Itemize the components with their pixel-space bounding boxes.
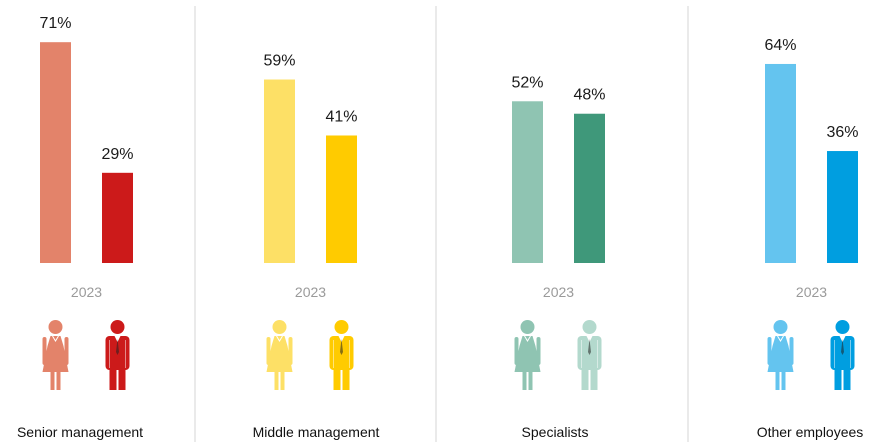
bar [512,101,543,263]
bar [574,113,605,263]
bar [264,79,295,263]
bar-group: 52% 48% 2023 Specialists [511,74,605,440]
bar-value-label: 36% [826,124,858,141]
woman-icon [514,320,541,390]
bar [765,63,796,264]
bar-value-label: 71% [39,15,71,32]
man-icon [830,320,855,390]
bar [326,135,357,263]
bar-value-label: 41% [325,108,357,125]
category-label: Middle management [253,424,380,440]
bar-value-label: 48% [573,87,605,104]
year-label: 2023 [71,284,102,300]
bar-group: 71% 29% 2023 Senior management [17,15,143,440]
man-icon [577,320,602,390]
bar-value-label: 64% [764,37,796,54]
bar [40,42,71,263]
bar [827,151,858,263]
year-label: 2023 [796,284,827,300]
bar-value-label: 59% [263,53,295,70]
year-label: 2023 [543,284,574,300]
year-label: 2023 [295,284,326,300]
woman-icon [767,320,794,390]
bar [102,172,133,263]
woman-icon [266,320,293,390]
bar-value-label: 52% [511,74,543,91]
bar-value-label: 29% [101,146,133,163]
man-icon [329,320,354,390]
category-label: Specialists [522,424,589,440]
bar-group: 59% 41% 2023 Middle management [253,53,380,440]
woman-icon [42,320,69,390]
man-icon [105,320,130,390]
category-label: Other employees [757,424,864,440]
category-label: Senior management [17,424,143,440]
bar-group: 64% 36% 2023 Other employees [757,37,864,440]
